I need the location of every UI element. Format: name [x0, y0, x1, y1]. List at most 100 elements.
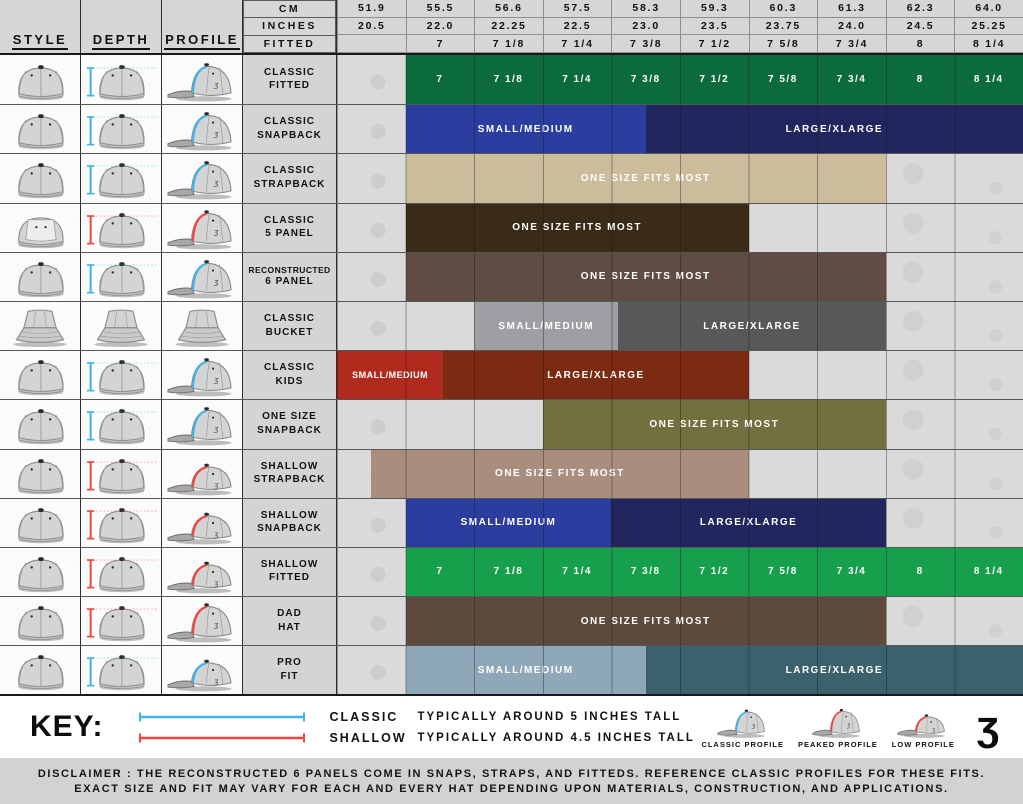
size-column-header: 57.5 22.5 7 1/4	[542, 0, 612, 54]
size-range-bar: LARGE/XLARGE	[443, 351, 749, 400]
hat-front-icon	[18, 262, 64, 298]
row-label-line: CLASSIC	[264, 313, 315, 325]
row-label-line: FITTED	[269, 572, 310, 584]
size-column-header: 61.3 24.0 7 3/4	[817, 0, 886, 54]
size-chart-body: ʒ CLASSIC FITTED 7 7 1/8 7 1/4 7 3/8 7 1/2 7 5/8…	[0, 55, 1023, 697]
inches-row-label: INCHES	[243, 18, 336, 36]
size-track-dad-hat: ONE SIZE FITS MOST	[337, 597, 1023, 646]
header-inches-value: 25.25	[954, 17, 1023, 36]
size-range-bar: 7 5/8	[748, 547, 818, 597]
hat-front-icon	[18, 409, 64, 445]
depth-cell	[81, 55, 162, 105]
depth-cell	[81, 449, 162, 498]
row-label-reconstructed-6-panel: RECONSTRUCTED 6 PANEL	[243, 252, 337, 301]
brand-logo-icon: ʒ	[976, 701, 999, 749]
size-range-bar: 7 3/8	[611, 547, 680, 597]
row-label-line: FIT	[280, 670, 299, 682]
size-range-bar: LARGE/XLARGE	[645, 646, 1023, 695]
style-cell	[0, 301, 81, 351]
size-range-bar: 7 3/4	[817, 55, 886, 105]
key-profiles: ʒ CLASSIC PROFILE ʒ PEAKED PROFILE ʒ LOW…	[701, 705, 954, 749]
size-range-bar: LARGE/XLARGE	[618, 301, 886, 351]
hat-profile-icon: ʒ	[167, 260, 232, 299]
profile-column-label: PROFILE	[164, 32, 240, 50]
svg-text:ʒ: ʒ	[213, 130, 219, 139]
row-label-classic-strapback: CLASSIC STRAPBACK	[243, 154, 337, 203]
header-cm-value: 51.9	[337, 0, 406, 18]
header-inches-value: 22.0	[405, 17, 475, 36]
header-cm-value: 62.3	[885, 0, 955, 18]
classic-depth-line-icon	[139, 712, 306, 722]
row-label-shallow-strapback: SHALLOW STRAPBACK	[243, 449, 337, 498]
hat-profile-icon: ʒ	[167, 512, 232, 545]
hat-front-icon	[18, 458, 64, 494]
key-shallow-label: SHALLOW	[329, 730, 407, 745]
style-cell	[0, 203, 81, 252]
header-inches-value: 23.5	[679, 17, 749, 36]
profile-cell: ʒ	[162, 400, 243, 449]
header-inches-value: 23.0	[611, 17, 680, 36]
svg-text:ʒ: ʒ	[213, 677, 219, 686]
hat-profile-icon: ʒ	[167, 407, 232, 446]
depth-column-label: DEPTH	[91, 32, 151, 50]
header-fitted-value: 8	[885, 35, 955, 54]
depth-cell	[81, 154, 162, 203]
style-cell	[0, 351, 81, 400]
size-column-header: 58.3 23.0 7 3/8	[611, 0, 680, 54]
row-label-one-size-snapback: ONE SIZE SNAPBACK	[243, 400, 337, 449]
header-fitted-value: 7	[405, 35, 475, 54]
size-columns-header: 51.9 20.5 55.5 22.0 7 56.6 22.25 7 1/8 57.5 22.5 7…	[337, 0, 1023, 54]
peaked-profile-label: PEAKED PROFILE	[797, 740, 878, 750]
size-track-shallow-strapback: ONE SIZE FITS MOST	[337, 449, 1023, 498]
svg-text:ʒ: ʒ	[213, 579, 219, 588]
row-label-line: ONE SIZE	[262, 411, 317, 423]
profile-cell: ʒ	[162, 646, 243, 695]
style-cell	[0, 55, 81, 105]
profile-cell: ʒ	[162, 498, 243, 547]
row-label-line: CLASSIC	[264, 116, 315, 128]
row-label-line: CLASSIC	[264, 165, 315, 177]
profile-cell: ʒ	[162, 154, 243, 203]
table-row-shallow-snapback: ʒ SHALLOW SNAPBACK SMALL/MEDIUM LARGE/XLARGE	[0, 497, 1023, 547]
svg-text:ʒ: ʒ	[213, 530, 219, 539]
row-label-shallow-fitted: SHALLOW FITTED	[243, 547, 337, 597]
style-cell	[0, 105, 81, 154]
hat-depth-icon	[86, 557, 157, 593]
size-range-bar: ONE SIZE FITS MOST	[405, 252, 886, 301]
size-range-bar: 8 1/4	[954, 547, 1023, 597]
disclaimer-line-1: DISCLAIMER : THE RECONSTRUCTED 6 PANELS …	[37, 767, 986, 780]
row-label-line: DAD	[277, 608, 302, 620]
row-label-line: PRO	[277, 657, 302, 669]
size-range-bar: SMALL/MEDIUM	[474, 301, 619, 351]
row-label-line: SHALLOW	[260, 460, 319, 472]
header-inches-value: 20.5	[337, 17, 406, 36]
header-inches-value: 22.5	[542, 17, 612, 36]
size-range-bar: LARGE/XLARGE	[611, 498, 886, 547]
hat-depth-icon	[86, 458, 157, 494]
hat-depth-icon	[86, 212, 157, 248]
style-cell	[0, 646, 81, 695]
depth-cell	[81, 498, 162, 547]
bucket-hat-front-icon	[13, 309, 67, 348]
table-row-classic-bucket: CLASSIC BUCKET SMALL/MEDIUM LARGE/XLARGE	[0, 300, 1023, 351]
header-cm-value: 57.5	[542, 0, 612, 18]
row-label-line: SNAPBACK	[257, 129, 322, 141]
hat-depth-icon	[86, 508, 157, 544]
svg-text:ʒ: ʒ	[213, 480, 219, 489]
size-range-bar: SMALL/MEDIUM	[337, 351, 444, 400]
row-label-line: BUCKET	[265, 326, 314, 338]
size-range-bar: ONE SIZE FITS MOST	[405, 203, 749, 252]
hat-depth-icon	[86, 409, 157, 445]
row-label-line: SNAPBACK	[257, 424, 322, 436]
row-label-classic-fitted: CLASSIC FITTED	[243, 55, 337, 105]
table-row-classic-strapback: ʒ CLASSIC STRAPBACK ONE SIZE FITS MOST	[0, 153, 1023, 203]
size-column-header: 60.3 23.75 7 5/8	[748, 0, 818, 54]
table-header: STYLE DEPTH PROFILE CM INCHES FITTED 51.…	[0, 0, 1023, 55]
bucket-hat-depth-icon	[94, 309, 148, 348]
svg-text:ʒ: ʒ	[213, 277, 219, 286]
header-fitted-value	[337, 35, 406, 54]
header-cm-value: 64.0	[954, 0, 1023, 18]
size-range-bar: 8	[885, 55, 955, 105]
